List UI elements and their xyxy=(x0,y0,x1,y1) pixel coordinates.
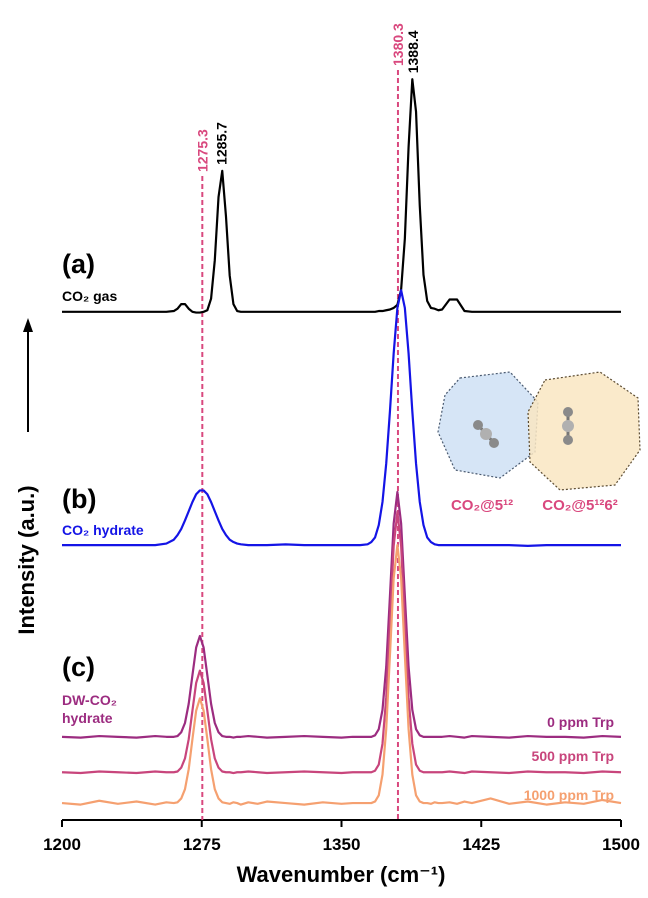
x-tick-label: 1500 xyxy=(602,835,640,854)
cage-51262 xyxy=(527,371,641,491)
atom xyxy=(480,428,492,440)
atom xyxy=(563,407,573,417)
atom xyxy=(473,420,483,430)
panel-label: (b) xyxy=(62,484,96,514)
x-tick-label: 1425 xyxy=(462,835,500,854)
x-tick-label: 1275 xyxy=(183,835,221,854)
spectrum-line xyxy=(61,510,622,775)
panel-label: (c) xyxy=(62,652,95,682)
reference-label: 1275.3 xyxy=(194,129,210,172)
series-label: CO₂ hydrate xyxy=(62,522,144,538)
series-label: CO₂ gas xyxy=(62,288,117,304)
atom xyxy=(562,420,574,432)
atom xyxy=(563,435,573,445)
x-tick-label: 1350 xyxy=(323,835,361,854)
series-label: 1000 ppm Trp xyxy=(524,787,614,803)
spectrum-line xyxy=(62,78,621,314)
annotation-line: hydrate xyxy=(62,710,113,726)
spectrum-line xyxy=(61,544,622,806)
inset-label: CO₂@5¹² xyxy=(451,497,513,514)
atom xyxy=(489,438,499,448)
y-arrow-head xyxy=(23,318,33,332)
annotation-line: DW-CO₂ xyxy=(62,692,117,708)
peak-label: 1285.7 xyxy=(214,122,230,165)
inset-cages xyxy=(437,371,641,491)
y-axis-label: Intensity (a.u.) xyxy=(14,485,39,634)
inset-label: CO₂@5¹²6² xyxy=(542,497,617,514)
series-label: 500 ppm Trp xyxy=(532,748,614,764)
spectrum-line xyxy=(62,289,621,547)
panel-label: (a) xyxy=(62,249,95,279)
x-tick-label: 1200 xyxy=(43,835,81,854)
series-label: 0 ppm Trp xyxy=(547,714,614,730)
reference-label: 1380.3 xyxy=(390,23,406,66)
spectrum-line xyxy=(61,490,622,739)
peak-label: 1388.4 xyxy=(405,30,421,73)
x-axis-label: Wavenumber (cm⁻¹) xyxy=(237,862,446,887)
cage-512 xyxy=(437,371,539,479)
annotation: DW-CO₂ hydrate xyxy=(62,692,117,726)
